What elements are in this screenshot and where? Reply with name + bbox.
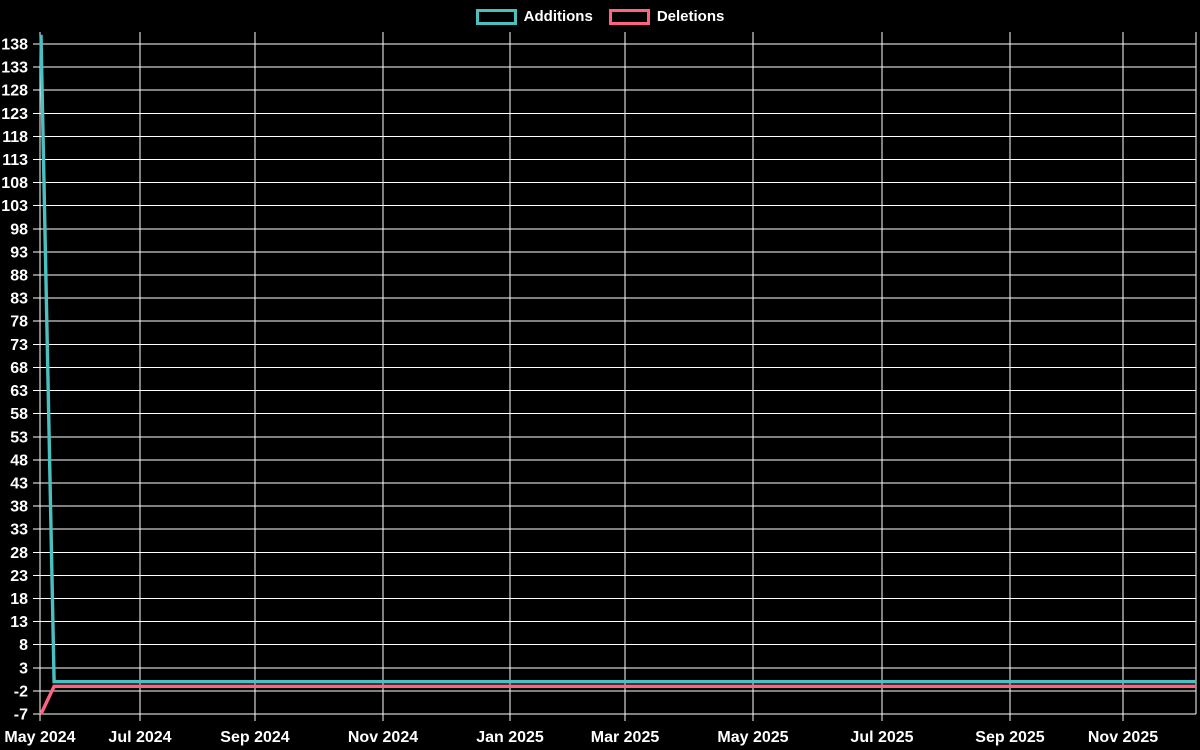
y-tick-label: 23	[10, 568, 28, 585]
y-tick-label: 73	[10, 337, 28, 354]
y-tick-label: 8	[19, 637, 28, 654]
y-tick-label: 3	[19, 660, 28, 677]
deletions-swatch-icon	[608, 9, 650, 25]
series-line-deletions	[39, 684, 1196, 715]
x-tick-label: May 2024	[4, 729, 75, 746]
y-tick-label: 98	[10, 221, 28, 238]
y-tick-label: 88	[10, 268, 28, 285]
y-tick-label: 18	[10, 591, 28, 608]
y-tick-label: 33	[10, 522, 28, 539]
additions-swatch-icon	[475, 9, 517, 25]
y-tick-label: 113	[2, 152, 28, 169]
y-tick-label: 13	[10, 614, 28, 631]
y-tick-label: 78	[10, 314, 28, 331]
x-axis-tick-labels: May 2024 Jul 2024 Sep 2024 Nov 2024 Jan 2025…	[4, 729, 1158, 746]
y-tick-label: 93	[10, 244, 28, 261]
x-tick-label: Jul 2025	[850, 729, 913, 746]
y-tick-label: 133	[1, 60, 28, 77]
x-tick-label: Mar 2025	[591, 729, 660, 746]
y-tick-label: 68	[10, 360, 28, 377]
legend-item-deletions[interactable]: Deletions	[608, 8, 725, 26]
vertical-gridlines	[39, 32, 1197, 721]
x-tick-label: Jul 2024	[108, 729, 171, 746]
y-tick-label: 53	[10, 429, 28, 446]
y-tick-label: 103	[1, 198, 28, 215]
y-tick-label: 63	[10, 383, 28, 400]
x-tick-label: Nov 2025	[1088, 729, 1158, 746]
chart-legend: Additions Deletions	[0, 8, 1200, 26]
series-line-additions	[39, 34, 1196, 684]
y-tick-label: 123	[1, 106, 28, 123]
y-tick-label: 58	[10, 406, 28, 423]
y-tick-label: 108	[1, 175, 28, 192]
x-tick-label: Sep 2025	[975, 729, 1044, 746]
y-tick-label: 43	[10, 475, 28, 492]
legend-item-additions[interactable]: Additions	[475, 8, 593, 26]
x-tick-label: Nov 2024	[348, 729, 418, 746]
y-tick-label: -2	[14, 683, 28, 700]
y-tick-label: 83	[10, 291, 28, 308]
data-series-lines	[39, 34, 1196, 715]
x-tick-label: May 2025	[717, 729, 788, 746]
y-tick-label: -7	[14, 707, 28, 724]
y-tick-label: 48	[10, 452, 28, 469]
y-tick-label: 38	[10, 499, 28, 516]
horizontal-gridlines	[33, 43, 1196, 715]
y-tick-label: 128	[1, 83, 28, 100]
y-tick-label: 118	[2, 129, 28, 146]
y-tick-label: 138	[1, 37, 28, 54]
legend-label-additions: Additions	[523, 8, 593, 25]
x-tick-label: Sep 2024	[220, 729, 289, 746]
y-axis-tick-labels: 1381331281231181131081039893888378736863…	[1, 37, 28, 724]
legend-label-deletions: Deletions	[656, 8, 725, 25]
y-tick-label: 28	[10, 545, 28, 562]
x-tick-label: Jan 2025	[476, 729, 544, 746]
